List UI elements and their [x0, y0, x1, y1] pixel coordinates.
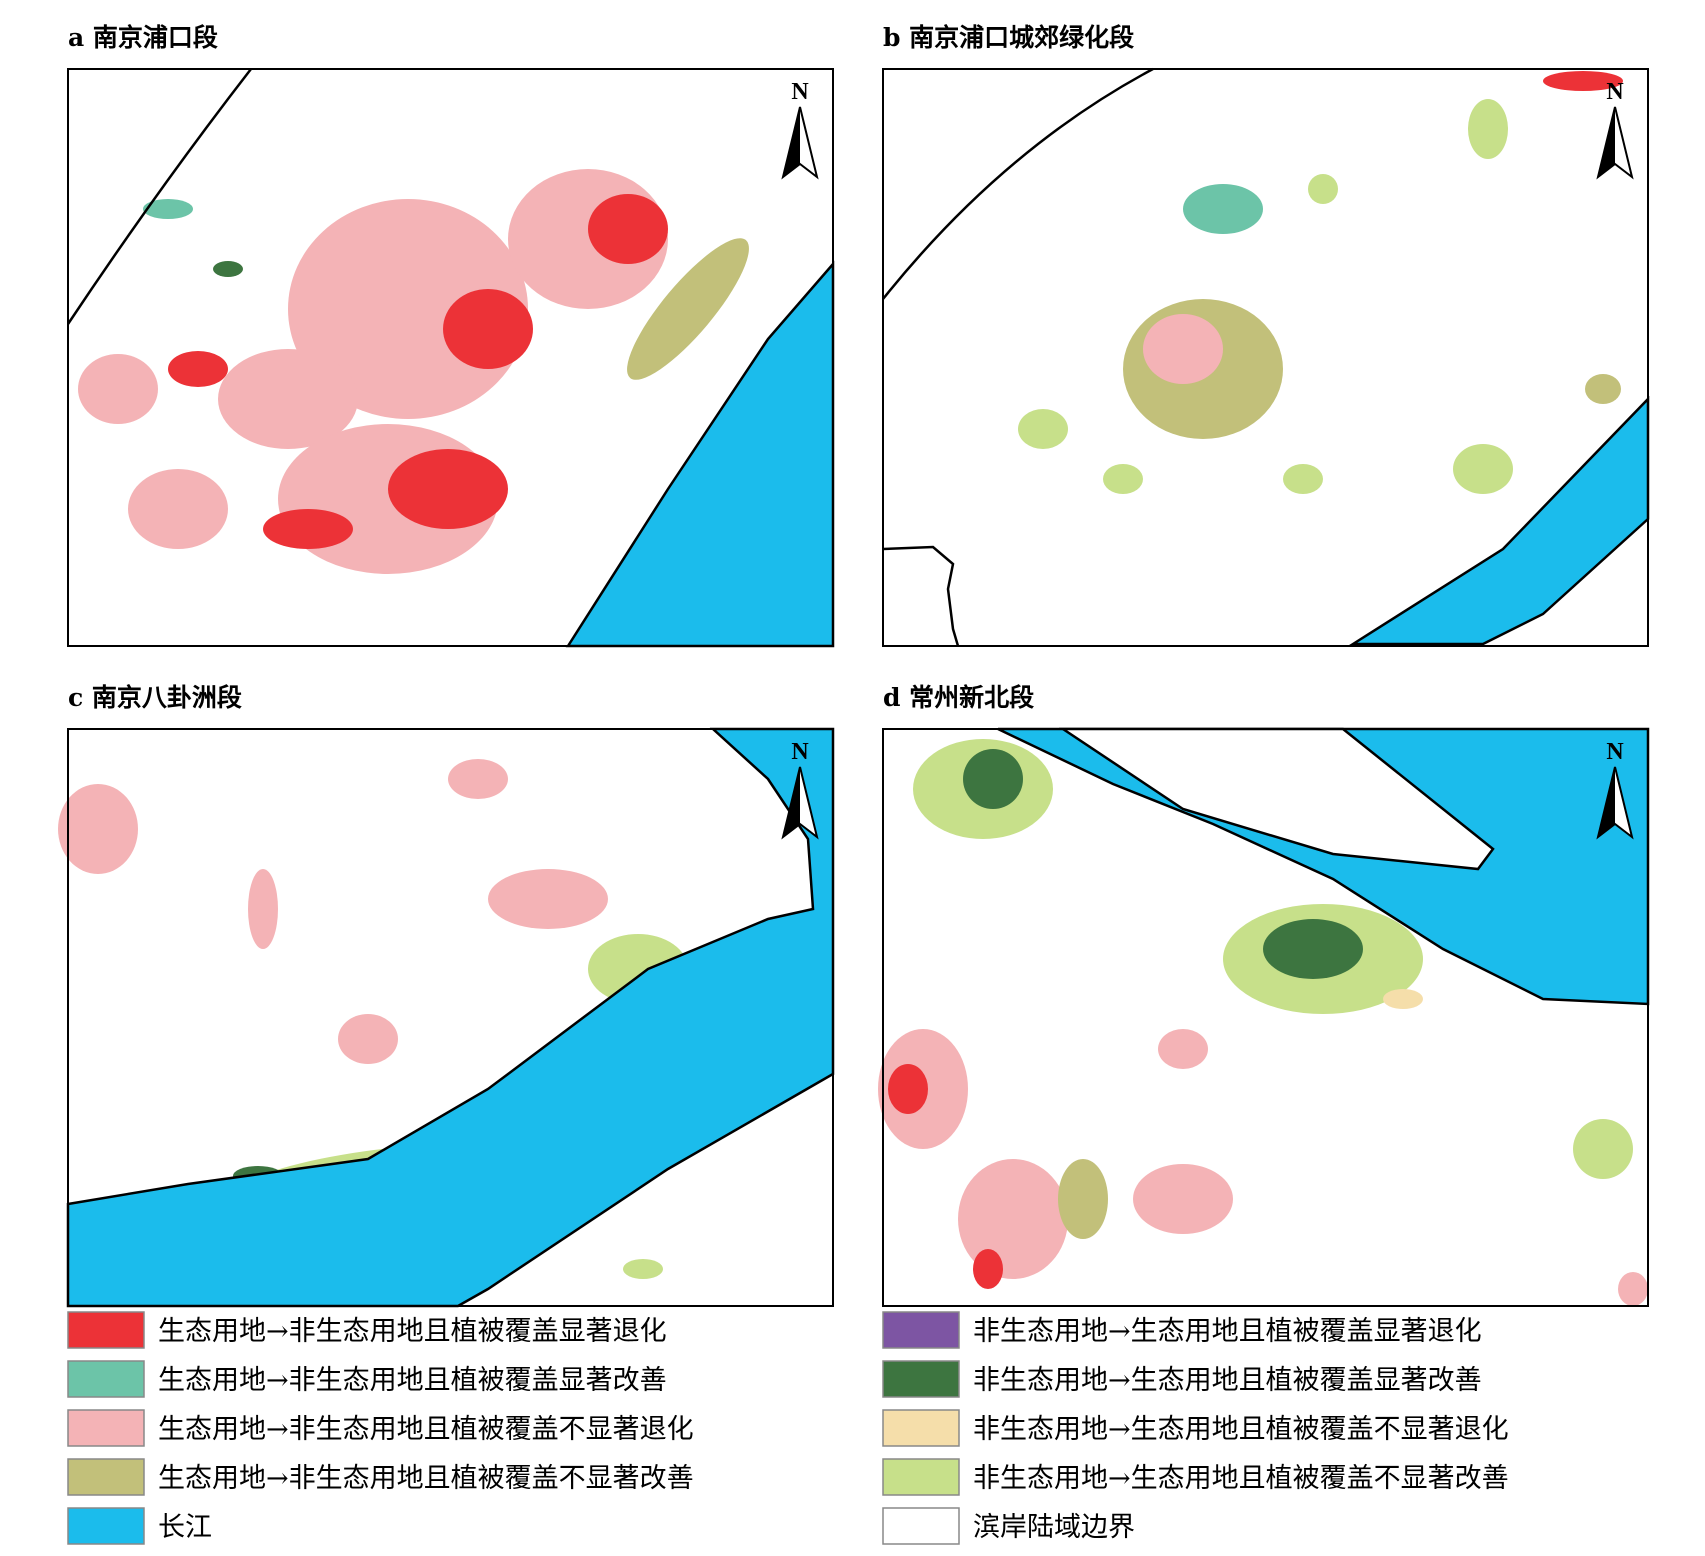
map-region [263, 509, 353, 549]
land-patches [878, 739, 1648, 1306]
map-region [488, 869, 608, 929]
legend-label: 生态用地→非生态用地且植被覆盖显著改善 [158, 1365, 667, 1396]
legend-label: 滨岸陆域边界 [973, 1512, 1135, 1543]
map-region [1468, 99, 1508, 159]
map-region [78, 354, 158, 424]
map-region [627, 238, 749, 380]
legend-label: 长江 [158, 1512, 212, 1543]
legend-swatch [882, 1458, 960, 1496]
map-region [1543, 71, 1623, 91]
map-region [338, 1014, 398, 1064]
map-region [588, 194, 668, 264]
map-region [66, 727, 835, 1308]
legend-swatch [67, 1507, 145, 1545]
legend-label: 生态用地→非生态用地且植被覆盖显著退化 [158, 1316, 667, 1347]
legend-swatch [67, 1360, 145, 1398]
map-region [213, 261, 243, 277]
map-region [443, 289, 533, 369]
panel-title: c 南京八卦洲段 [68, 683, 242, 712]
map-region [1308, 174, 1338, 204]
panel-frame [882, 68, 1649, 647]
map-region [1618, 1272, 1648, 1306]
map-region [1585, 374, 1621, 404]
north-label: N [791, 739, 809, 765]
legend-label: 非生态用地→生态用地且植被覆盖不显著退化 [973, 1414, 1509, 1445]
panel-frame [882, 728, 1649, 1307]
map-panel: N [58, 727, 835, 1308]
map-region [963, 749, 1023, 809]
map-region [1158, 1029, 1208, 1069]
legend-swatch [882, 1507, 960, 1545]
map-region [888, 1064, 928, 1114]
map-region [1348, 395, 1650, 646]
legend-swatch [882, 1311, 960, 1349]
map-region [1133, 1164, 1233, 1234]
legend: 生态用地→非生态用地且植被覆盖显著退化生态用地→非生态用地且植被覆盖显著改善生态… [67, 1311, 1509, 1545]
north-label: N [1606, 79, 1624, 105]
legend-label: 生态用地→非生态用地且植被覆盖不显著改善 [158, 1463, 694, 1494]
legend-swatch [882, 1360, 960, 1398]
map-region [1058, 1159, 1108, 1239]
map-region [1453, 444, 1513, 494]
map-region [1103, 464, 1143, 494]
legend-label: 生态用地→非生态用地且植被覆盖不显著退化 [158, 1414, 694, 1445]
legend-swatch [882, 1409, 960, 1447]
map-region [623, 1259, 663, 1279]
panel-frame [67, 68, 834, 647]
map-region [218, 349, 358, 449]
legend-swatch [67, 1409, 145, 1447]
panel-title: d 常州新北段 [883, 683, 1034, 712]
map-region [1283, 464, 1323, 494]
legend-label: 非生态用地→生态用地且植被覆盖显著改善 [973, 1365, 1482, 1396]
map-region [1143, 314, 1223, 384]
map-region [128, 469, 228, 549]
land-patches [1018, 71, 1623, 602]
map-region [248, 869, 278, 949]
panel-frame [67, 728, 834, 1307]
legend-swatch [67, 1458, 145, 1496]
north-label: N [791, 79, 809, 105]
map-region [1183, 184, 1263, 234]
legend-label: 非生态用地→生态用地且植被覆盖显著退化 [973, 1316, 1482, 1347]
land-patches [78, 169, 749, 574]
legend-label: 非生态用地→生态用地且植被覆盖不显著改善 [973, 1463, 1509, 1494]
legend-swatch [67, 1311, 145, 1349]
map-panel: N [878, 727, 1650, 1307]
map-region [958, 1159, 1068, 1279]
map-region [388, 449, 508, 529]
north-label: N [1606, 739, 1624, 765]
panel-title: a 南京浦口段 [68, 23, 218, 52]
map-region [1573, 1119, 1633, 1179]
map-region [1263, 919, 1363, 979]
map-region [58, 784, 138, 874]
map-region [1383, 989, 1423, 1009]
map-region [973, 1249, 1003, 1289]
map-panel: N [882, 67, 1650, 647]
map-panel: N [66, 68, 835, 648]
panel-title: b 南京浦口城郊绿化段 [883, 23, 1134, 52]
map-region [448, 759, 508, 799]
map-region [168, 351, 228, 387]
map-region [1018, 409, 1068, 449]
map-region [143, 199, 193, 219]
